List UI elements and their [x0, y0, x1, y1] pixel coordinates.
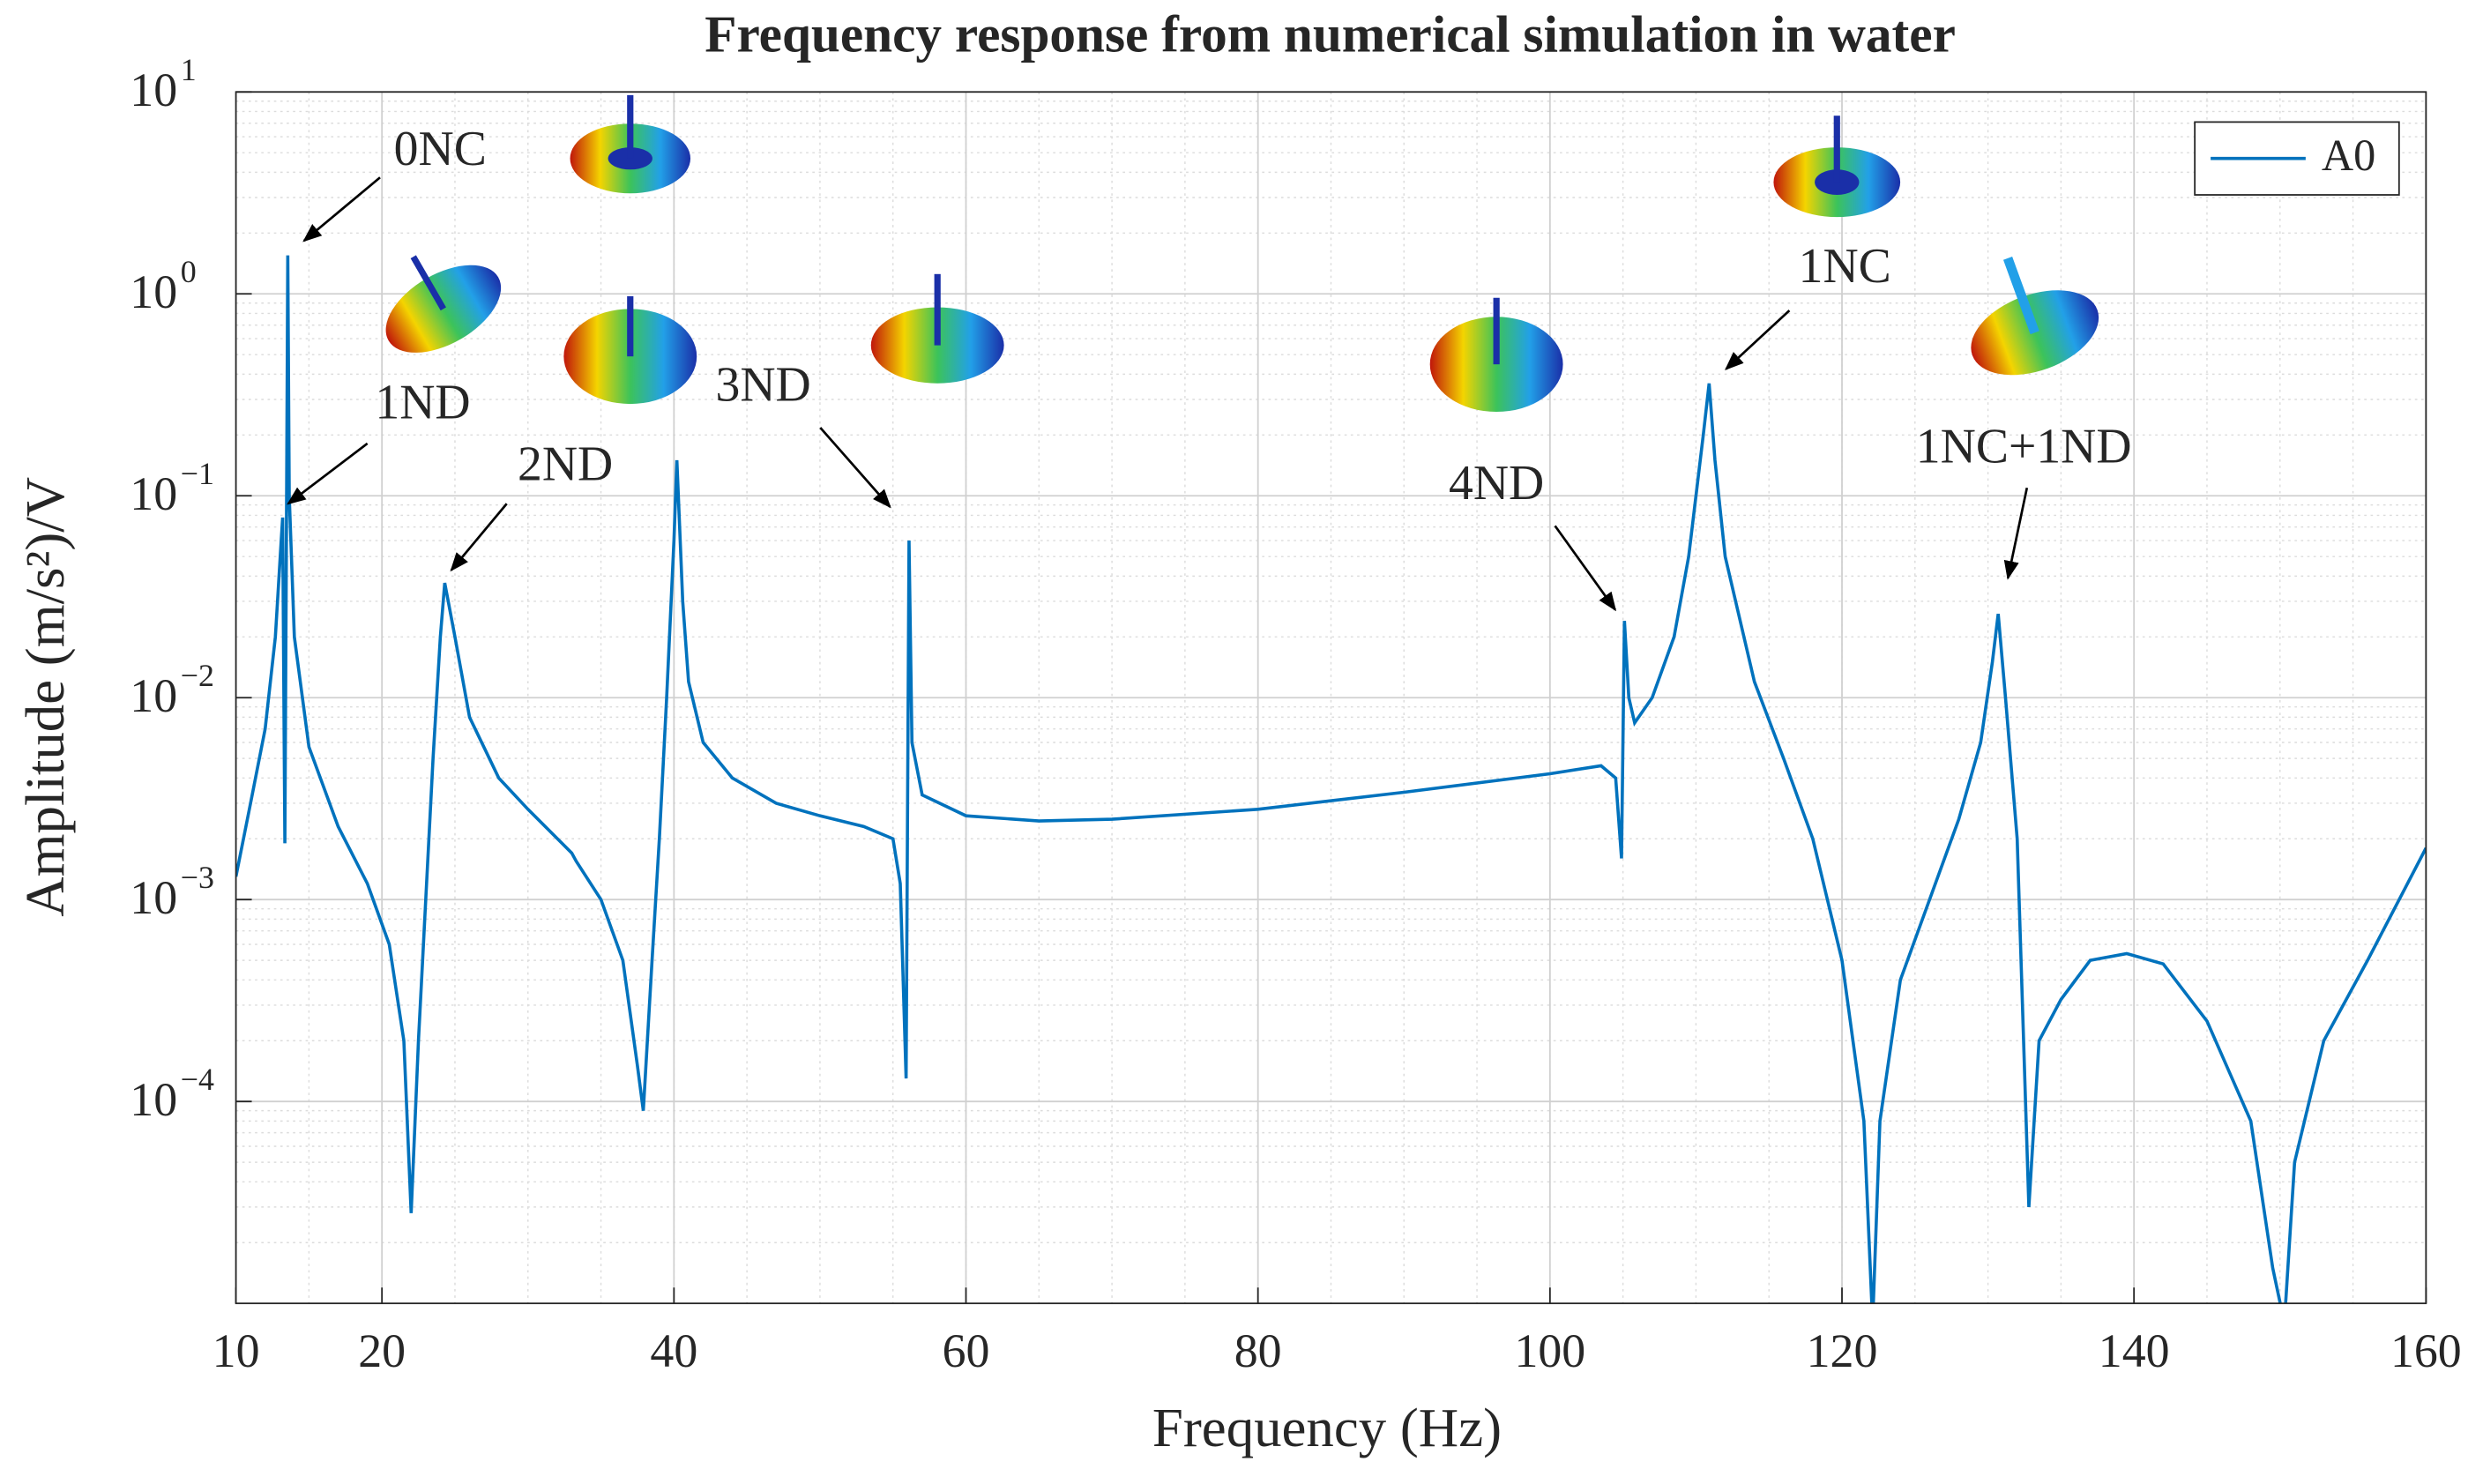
y-tick-label: 10 1 [130, 52, 196, 116]
annotation-arrow [302, 176, 381, 242]
y-tick-base: 10 [130, 265, 177, 318]
annotation-arrow [1724, 309, 1791, 371]
mode-shapes [385, 94, 2099, 413]
y-tick-exponent: −3 [181, 860, 214, 895]
annotation-label: 0NC [394, 122, 487, 176]
x-tick-label: 60 [943, 1324, 990, 1377]
mode-shape-1nc [1773, 116, 1901, 218]
chart-title: Frequency response from numerical simula… [705, 5, 1956, 63]
y-tick-exponent: 0 [181, 254, 197, 289]
grid [235, 91, 2427, 1304]
y-tick-exponent: 1 [181, 52, 197, 87]
annotation-label: 1NC+1ND [1916, 420, 2132, 474]
mode-shape-1nd [385, 255, 502, 353]
x-tick-label: 120 [1807, 1324, 1878, 1377]
x-tick-label: 40 [650, 1324, 697, 1377]
plot-frame [235, 91, 2427, 1305]
y-tick-exponent: −1 [181, 456, 214, 491]
series-group [235, 255, 2427, 1304]
y-tick-exponent: −2 [181, 658, 214, 693]
annotation-label: 2ND [518, 436, 613, 491]
x-tick-label: 160 [2390, 1324, 2462, 1377]
x-tick-label: 20 [358, 1324, 406, 1377]
x-tick-label: 10 [213, 1324, 260, 1377]
mode-shape-0nc [570, 94, 691, 194]
x-tick-label: 80 [1234, 1324, 1282, 1377]
mode-shape-3nd [870, 273, 1004, 384]
mode-shape-1nc-1nd [1971, 257, 2099, 376]
annotation-arrow [450, 503, 508, 572]
annotation-label: 1ND [375, 375, 470, 429]
x-axis-label: Frequency (Hz) [1152, 1397, 1502, 1458]
x-tick-label: 140 [2099, 1324, 2170, 1377]
annotations: 0NC 1ND 2ND 3ND 4ND 1NC 1NC+1ND [287, 122, 2132, 612]
x-tick-label: 100 [1514, 1324, 1585, 1377]
data-line [235, 255, 2427, 1304]
annotation-label: 1NC [1799, 239, 1891, 294]
annotation-label: 3ND [716, 358, 811, 413]
y-tick-label: 10 −1 [130, 456, 214, 520]
y-tick-label: 10 −2 [130, 658, 214, 722]
mode-shape-4nd [1429, 297, 1563, 413]
y-tick-base: 10 [130, 669, 177, 722]
annotation-arrow [2003, 487, 2029, 580]
y-tick-label: 10 −4 [130, 1062, 214, 1126]
y-tick-label: 10 −3 [130, 860, 214, 924]
annotation-arrow [287, 442, 369, 505]
annotation-label: 4ND [1449, 456, 1544, 511]
y-tick-label: 10 0 [130, 254, 196, 318]
legend-label: A0 [2322, 131, 2375, 180]
y-tick-base: 10 [130, 1073, 177, 1126]
annotation-arrow [819, 427, 891, 509]
y-tick-base: 10 [130, 467, 177, 520]
y-tick-exponent: −4 [181, 1062, 214, 1097]
y-axis-label: Amplitude (m/s²)/V [14, 477, 76, 917]
mode-shape-2nd [563, 295, 697, 405]
y-tick-base: 10 [130, 63, 177, 116]
y-tick-base: 10 [130, 871, 177, 924]
legend: A0 [2194, 121, 2400, 196]
annotation-arrow [1554, 525, 1617, 612]
